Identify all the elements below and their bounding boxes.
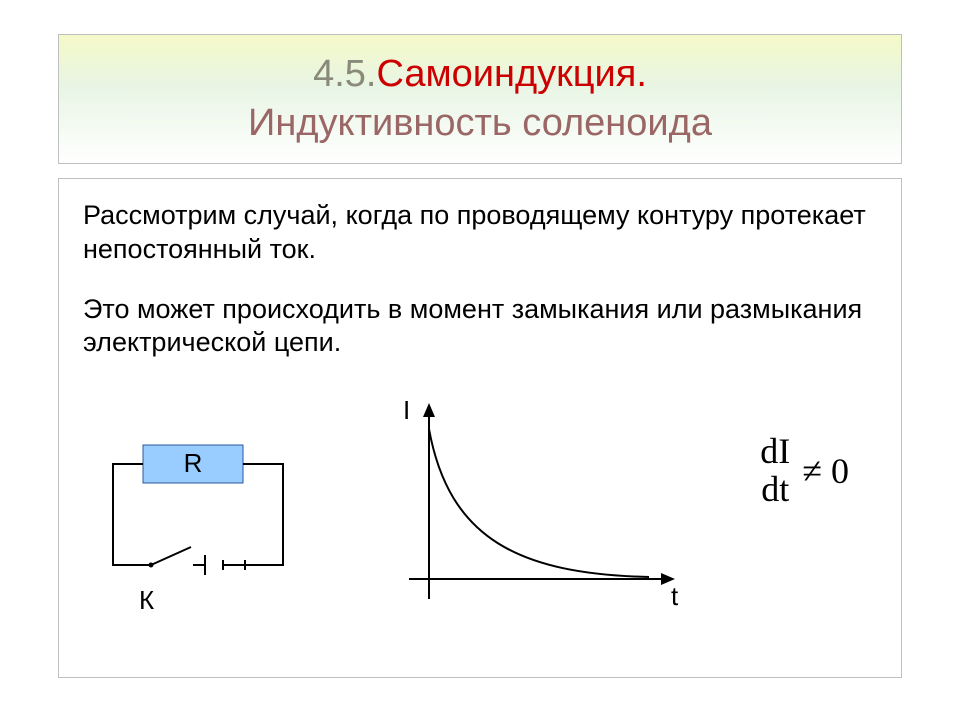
formula: dI dt ≠ 0 (760, 433, 849, 509)
paragraph-1: Рассмотрим случай, когда по проводящему … (83, 199, 877, 267)
circuit-svg: R (93, 435, 323, 615)
y-axis-arrow (423, 403, 435, 417)
circuit-diagram: R К (93, 435, 323, 615)
graph-svg (389, 399, 689, 629)
title-main: Самоиндукция. (376, 53, 646, 95)
decay-graph: I t (389, 399, 689, 629)
resistor-label: R (184, 448, 203, 478)
y-axis-label: I (403, 395, 410, 426)
wire-right (243, 464, 283, 565)
relation: ≠ 0 (802, 450, 849, 492)
title-line-1: 4.5.Самоиндукция. (313, 50, 647, 99)
fraction: dI dt (760, 433, 790, 509)
switch-pivot (149, 563, 154, 568)
switch-arm (151, 547, 191, 565)
paragraph-2: Это может происходить в момент замыкания… (83, 293, 877, 361)
diagram-row: R К (59, 389, 901, 649)
decay-curve (429, 429, 649, 577)
content-block: Рассмотрим случай, когда по проводящему … (58, 178, 902, 678)
title-number: 4.5. (313, 53, 376, 95)
slide: 4.5.Самоиндукция. Индуктивность соленоид… (0, 0, 960, 720)
numerator: dI (760, 433, 790, 471)
title-subtitle: Индуктивность соленоида (248, 99, 712, 148)
title-block: 4.5.Самоиндукция. Индуктивность соленоид… (58, 34, 902, 164)
x-axis-label: t (671, 581, 678, 612)
switch-label: К (139, 585, 154, 616)
denominator: dt (761, 471, 789, 509)
